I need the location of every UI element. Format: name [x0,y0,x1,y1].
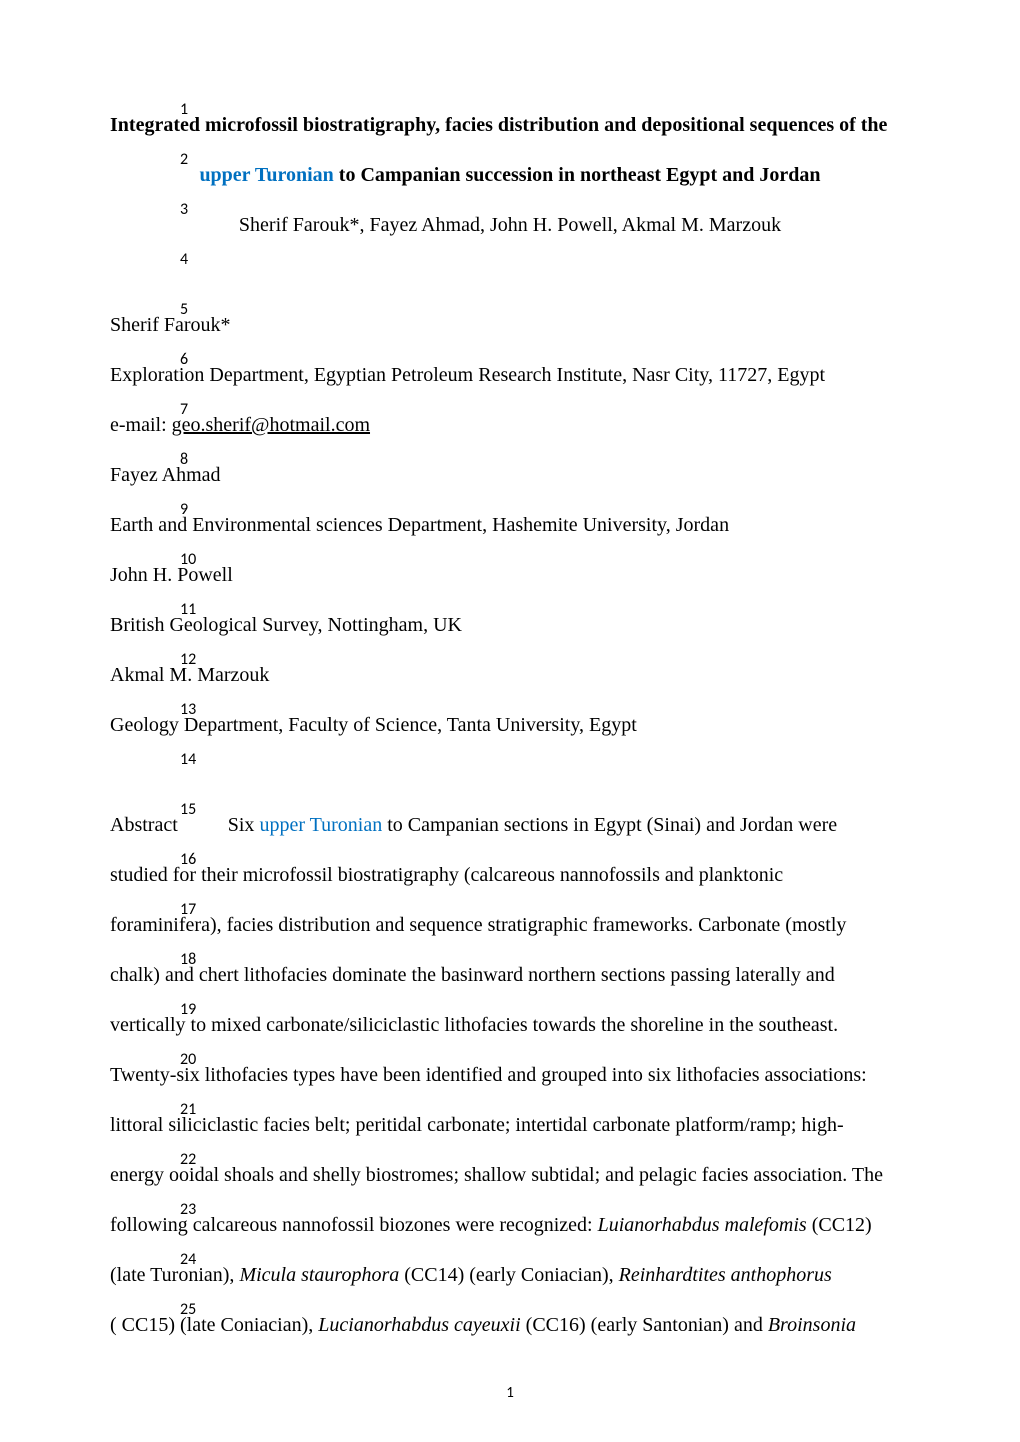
line-number: 25 [180,1300,196,1319]
line-number: 5 [180,300,188,319]
species-name: Lucianorhabdus cayeuxii [318,1314,520,1336]
line-25: 25 ( CC15) (late Coniacian), Lucianorhab… [110,1300,910,1350]
line-19: 19 vertically to mixed carbonate/silicic… [110,1000,910,1050]
line-22: 22 energy ooidal shoals and shelly biost… [110,1150,910,1200]
abstract-line: Abstract Six upper Turonian to Campanian… [110,800,910,850]
line-number: 10 [180,550,196,569]
abstract-text: (CC12) [807,1214,872,1236]
author-name: Akmal M. Marzouk [110,650,910,700]
species-name: Micula staurophora [239,1264,399,1286]
abstract-text: (CC16) (early Santonian) and [521,1314,768,1336]
abstract-line: (late Turonian), Micula staurophora (CC1… [110,1250,910,1300]
line-20: 20 Twenty-six lithofacies types have bee… [110,1050,910,1100]
line-number: 23 [180,1200,196,1219]
line-6: 6 Exploration Department, Egyptian Petro… [110,350,910,400]
line-12: 12 Akmal M. Marzouk [110,650,910,700]
page-number: 1 [506,1384,514,1402]
line-number: 17 [180,900,196,919]
title-line-1: Integrated microfossil biostratigraphy, … [110,100,910,150]
line-3: 3 Sherif Farouk*, Fayez Ahmad, John H. P… [110,200,910,250]
line-24: 24 (late Turonian), Micula staurophora (… [110,1250,910,1300]
affiliation: Geology Department, Faculty of Science, … [110,700,910,750]
abstract-blue-text: upper Turonian [259,814,382,836]
line-number: 15 [180,800,196,819]
abstract-text: (CC14) (early Coniacian), [399,1264,618,1286]
affiliation: Exploration Department, Egyptian Petrole… [110,350,910,400]
line-11: 11 British Geological Survey, Nottingham… [110,600,910,650]
line-number: 3 [180,200,188,219]
line-number: 19 [180,1000,196,1019]
line-number: 22 [180,1150,196,1169]
abstract-line: Twenty-six lithofacies types have been i… [110,1050,910,1100]
abstract-line: littoral siliciclastic facies belt; peri… [110,1100,910,1150]
affiliation: British Geological Survey, Nottingham, U… [110,600,910,650]
line-number: 11 [180,600,196,619]
line-14: 14 [110,750,910,800]
blank-line [110,250,910,300]
line-number: 8 [180,450,188,469]
abstract-line: chalk) and chert lithofacies dominate th… [110,950,910,1000]
line-16: 16 studied for their microfossil biostra… [110,850,910,900]
line-number: 4 [180,250,188,269]
species-name: Broinsonia [768,1314,856,1336]
line-23: 23 following calcareous nannofossil bioz… [110,1200,910,1250]
line-4: 4 [110,250,910,300]
abstract-line: foraminifera), facies distribution and s… [110,900,910,950]
line-10: 10 John H. Powell [110,550,910,600]
email-address: geo.sherif@hotmail.com [172,414,370,436]
title-line-2: upper Turonian to Campanian succession i… [110,150,910,200]
email-label: e-mail: [110,414,172,436]
line-number: 14 [180,750,196,769]
line-number: 21 [180,1100,196,1119]
line-15: 15 Abstract Six upper Turonian to Campan… [110,800,910,850]
line-number: 6 [180,350,188,369]
line-7: 7 e-mail: geo.sherif@hotmail.com [110,400,910,450]
line-8: 8 Fayez Ahmad [110,450,910,500]
abstract-line: studied for their microfossil biostratig… [110,850,910,900]
abstract-line: following calcareous nannofossil biozone… [110,1200,910,1250]
line-number: 7 [180,400,188,419]
line-5: 5 Sherif Farouk* [110,300,910,350]
abstract-line: vertically to mixed carbonate/siliciclas… [110,1000,910,1050]
abstract-text: (late Turonian), [110,1264,239,1286]
line-13: 13 Geology Department, Faculty of Scienc… [110,700,910,750]
line-number: 16 [180,850,196,869]
line-number: 1 [180,100,188,119]
abstract-text: ( CC15) (late Coniacian), [110,1314,318,1336]
line-number: 20 [180,1050,196,1069]
author-list: Sherif Farouk*, Fayez Ahmad, John H. Pow… [110,200,910,250]
author-name: Sherif Farouk* [110,300,910,350]
species-name: Reinhardtites anthophorus [619,1264,832,1286]
affiliation: Earth and Environmental sciences Departm… [110,500,910,550]
line-number: 13 [180,700,196,719]
abstract-text: to Campanian sections in Egypt (Sinai) a… [382,814,837,836]
author-name: John H. Powell [110,550,910,600]
line-2: 2 upper Turonian to Campanian succession… [110,150,910,200]
title-text: to Campanian succession in northeast Egy… [334,164,821,186]
line-number: 9 [180,500,188,519]
line-number: 12 [180,650,196,669]
line-number: 2 [180,150,188,169]
abstract-line: energy ooidal shoals and shelly biostrom… [110,1150,910,1200]
abstract-line: ( CC15) (late Coniacian), Lucianorhabdus… [110,1300,910,1350]
line-17: 17 foraminifera), facies distribution an… [110,900,910,950]
line-1: 1 Integrated microfossil biostratigraphy… [110,100,910,150]
species-name: Luianorhabdus malefomis [598,1214,807,1236]
email-line: e-mail: geo.sherif@hotmail.com [110,400,910,450]
line-21: 21 littoral siliciclastic facies belt; p… [110,1100,910,1150]
line-number: 24 [180,1250,196,1269]
line-9: 9 Earth and Environmental sciences Depar… [110,500,910,550]
author-name: Fayez Ahmad [110,450,910,500]
line-18: 18 chalk) and chert lithofacies dominate… [110,950,910,1000]
title-blue-text: upper Turonian [199,164,333,186]
line-number: 18 [180,950,196,969]
blank-line [110,750,910,800]
